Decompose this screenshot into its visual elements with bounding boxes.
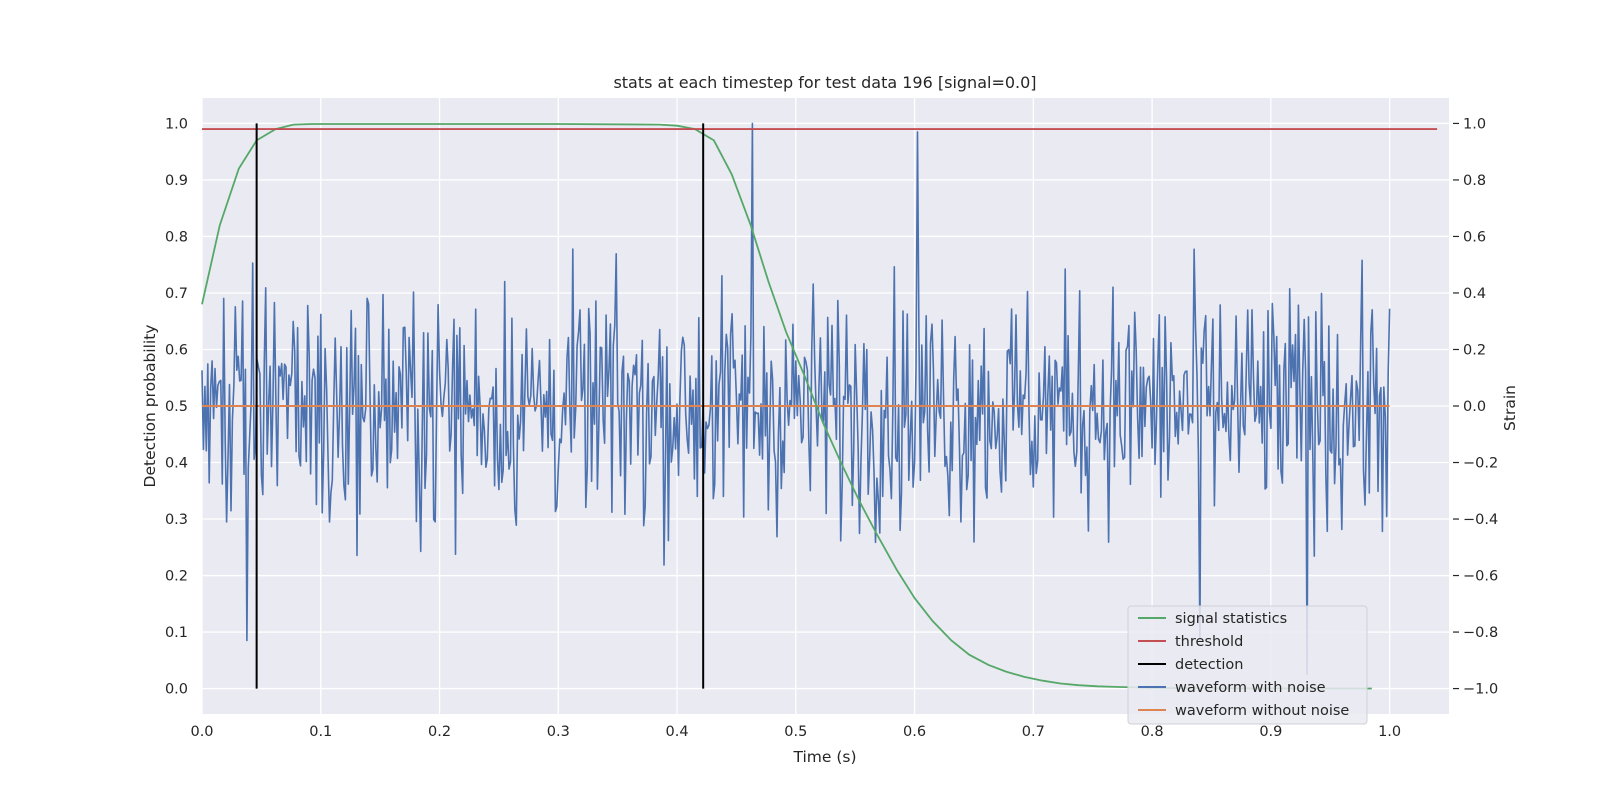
y-left-tick-label: 0.3 — [165, 512, 188, 528]
x-tick-label: 1.0 — [1378, 724, 1401, 740]
y-right-tick-label: −0.6 — [1463, 569, 1498, 585]
y-left-tick-label: 0.1 — [165, 625, 188, 641]
chart-title: stats at each timestep for test data 196… — [613, 73, 1036, 92]
legend-box — [1127, 605, 1368, 725]
x-tick-label: 0.1 — [309, 724, 332, 740]
x-tick-label: 0.8 — [1141, 724, 1164, 740]
series-waveform-with-noise — [201, 122, 1391, 676]
x-tick-label: 0.4 — [666, 724, 689, 740]
x-tick-label: 0.6 — [903, 724, 926, 740]
y-right-tick-label: 0.6 — [1463, 229, 1486, 245]
x-tick-label: 0.9 — [1259, 724, 1282, 740]
x-tick-label: 0.7 — [1022, 724, 1045, 740]
y-right-tick-label: 0.2 — [1463, 342, 1486, 358]
legend-label-signal-statistics: signal statistics — [1175, 611, 1287, 627]
y-left-tick-label: 0.4 — [165, 456, 188, 472]
y-right-tick-label: 0.4 — [1463, 286, 1486, 302]
y-left-tick-label: 0.2 — [165, 569, 188, 585]
y-left-tick-label: 0.7 — [165, 286, 188, 302]
series-layer — [201, 122, 1438, 690]
legend-label-threshold: threshold — [1175, 634, 1243, 650]
y-left-tick-label: 0.6 — [165, 342, 188, 358]
y-right-tick-label: −0.4 — [1463, 512, 1498, 528]
y-right-tick-label: −0.8 — [1463, 625, 1498, 641]
x-tick-labels: 0.0 0.1 0.2 0.3 0.4 0.5 0.6 0.7 0.8 0.9 1.0 — [190, 724, 1401, 740]
x-tick-label: 0.3 — [547, 724, 570, 740]
x-axis-label: Time (s) — [792, 748, 856, 766]
legend: signal statistics threshold detection wa… — [1127, 605, 1368, 725]
x-tick-label: 0.0 — [190, 724, 213, 740]
legend-label-waveform-without-noise: waveform without noise — [1175, 703, 1349, 719]
x-tick-label: 0.5 — [784, 724, 807, 740]
series-signal-statistics — [201, 123, 1372, 690]
y-left-tick-label: 1.0 — [165, 116, 188, 132]
y-right-tick-label: 0.8 — [1463, 173, 1486, 189]
y-left-tick-labels: 0.0 0.1 0.2 0.3 0.4 0.5 0.6 0.7 0.8 0.9 1.0 — [165, 116, 188, 697]
y-left-axis-label: Detection probability — [141, 325, 159, 488]
y-left-tick-label: 0.5 — [165, 399, 188, 415]
y-left-tick-label: 0.0 — [165, 682, 188, 698]
y-left-tick-label: 0.9 — [165, 173, 188, 189]
y-left-tick-label: 0.8 — [165, 229, 188, 245]
legend-label-waveform-with-noise: waveform with noise — [1175, 680, 1326, 696]
y-right-tick-label: 0.0 — [1463, 399, 1486, 415]
y-right-tick-labels: −1.0 −0.8 −0.6 −0.4 −0.2 0.0 0.2 0.4 0.6 0.8 1.0 — [1453, 116, 1498, 698]
x-tick-label: 0.2 — [428, 724, 451, 740]
y-right-tick-label: −1.0 — [1463, 682, 1498, 698]
y-right-tick-label: 1.0 — [1463, 116, 1486, 132]
y-right-axis-label: Strain — [1501, 385, 1519, 431]
y-right-tick-label: −0.2 — [1463, 456, 1498, 472]
legend-label-detection: detection — [1175, 657, 1243, 673]
